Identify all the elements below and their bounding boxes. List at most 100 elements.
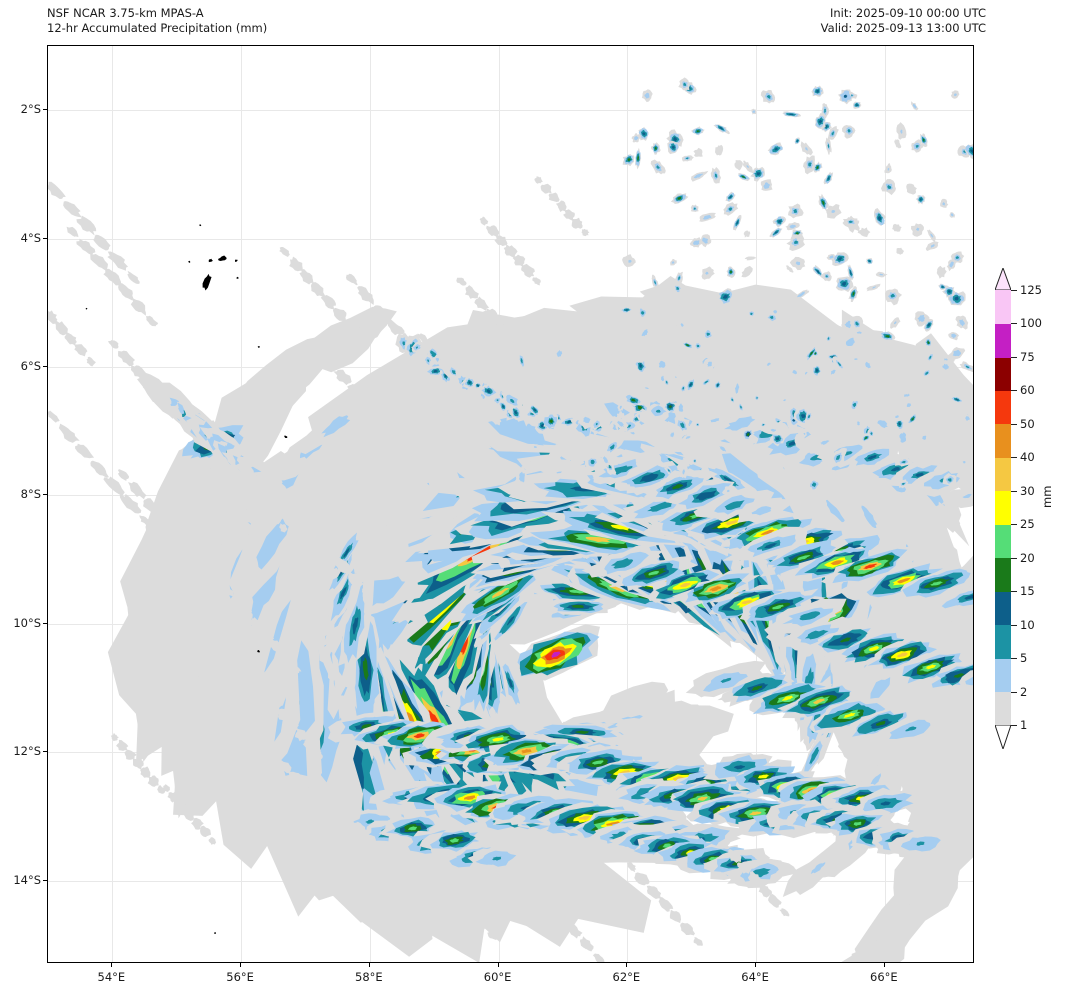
precip-contour (534, 887, 541, 893)
precip-contour (479, 301, 484, 307)
precip-contour (880, 801, 892, 806)
precip-contour (644, 387, 649, 390)
precip-contour (696, 796, 708, 801)
precip-contour (293, 775, 297, 780)
precip-contour (970, 149, 973, 154)
precip-contour (326, 359, 333, 365)
precip-contour (964, 594, 973, 600)
precip-contour (129, 274, 137, 281)
precip-contour (758, 508, 769, 514)
precip-contour (502, 405, 505, 408)
colorbar-tick-label: 50 (1020, 416, 1035, 431)
coastline-seychelles (85, 224, 288, 935)
x-axis-tick (368, 963, 370, 967)
precip-contour (201, 708, 205, 713)
precip-contour (732, 854, 738, 859)
precip-contour (735, 386, 739, 392)
precip-contour (417, 446, 424, 453)
precip-contour (251, 492, 256, 497)
precip-contour (751, 364, 755, 371)
precip-contour (468, 389, 475, 396)
x-axis-label: 56°E (226, 970, 254, 984)
precip-contour (147, 383, 154, 388)
precip-contour (510, 399, 515, 403)
precip-contour (263, 371, 295, 395)
precip-contour (799, 293, 804, 296)
precip-contour (566, 420, 573, 424)
precip-contour (799, 236, 802, 240)
precip-contour (289, 722, 295, 728)
precip-contour (673, 776, 685, 781)
precip-contour (674, 376, 677, 378)
precip-contour (328, 419, 344, 431)
precip-contour (536, 177, 541, 182)
precip-contour (820, 440, 830, 445)
precip-contour (825, 125, 828, 129)
precip-contour (900, 129, 903, 134)
precip-contour (955, 398, 959, 401)
precip-contour (307, 742, 312, 748)
precip-contour (184, 423, 190, 430)
precip-contour (661, 901, 667, 908)
precip-contour (751, 685, 763, 691)
precip-contour (123, 355, 130, 361)
precip-contour (654, 347, 658, 352)
x-axis-tick (497, 963, 499, 967)
precip-contour (253, 622, 259, 626)
precip-contour (740, 405, 742, 409)
precip-contour (670, 432, 675, 438)
precip-contour (852, 291, 855, 296)
precip-contour (754, 870, 766, 875)
precip-contour (195, 821, 200, 826)
y-axis-tick (43, 879, 47, 881)
precip-contour (760, 529, 775, 535)
precip-contour (523, 873, 528, 879)
precip-contour (797, 436, 801, 443)
precip-contour (507, 615, 515, 626)
precip-contour (764, 543, 778, 549)
precip-contour (729, 502, 741, 508)
precip-contour (578, 815, 591, 821)
precip-contour (842, 420, 846, 426)
colorbar-segment (995, 457, 1011, 492)
precip-contour (353, 389, 360, 395)
precip-contour (746, 432, 750, 436)
precip-contour (313, 344, 320, 350)
precip-contour (96, 258, 102, 264)
precip-contour (810, 862, 826, 874)
precip-contour (661, 376, 664, 380)
precip-contour (159, 396, 166, 402)
precip-contour (861, 947, 887, 962)
precip-contour (696, 423, 699, 426)
precip-contour (339, 586, 347, 599)
x-axis-label: 62°E (612, 970, 641, 984)
precip-contour (830, 560, 844, 565)
precip-contour (625, 309, 629, 311)
precip-contour (203, 830, 207, 834)
precip-contour (741, 175, 746, 179)
precip-contour (369, 838, 374, 843)
precip-contour (171, 795, 176, 800)
x-axis-label: 58°E (355, 970, 383, 984)
precip-contour (508, 335, 514, 340)
precip-contour (120, 472, 127, 478)
precip-contour (927, 341, 930, 344)
precip-contour (904, 394, 909, 397)
precip-contour (868, 645, 880, 651)
precip-contour (619, 422, 623, 426)
precip-contour (136, 761, 141, 766)
precip-contour (627, 158, 631, 162)
precip-contour (392, 433, 400, 440)
precip-contour (960, 320, 964, 325)
colorbar-segment (995, 323, 1011, 358)
island-outline (234, 259, 238, 262)
precip-contour (82, 223, 90, 229)
precip-contour (391, 863, 396, 868)
precip-contour (607, 464, 612, 469)
precip-contour (848, 220, 853, 224)
precip-contour (716, 384, 719, 387)
precip-contour (364, 590, 371, 596)
precip-contour (774, 147, 779, 151)
precip-contour (552, 195, 557, 200)
precip-contour (458, 278, 464, 284)
